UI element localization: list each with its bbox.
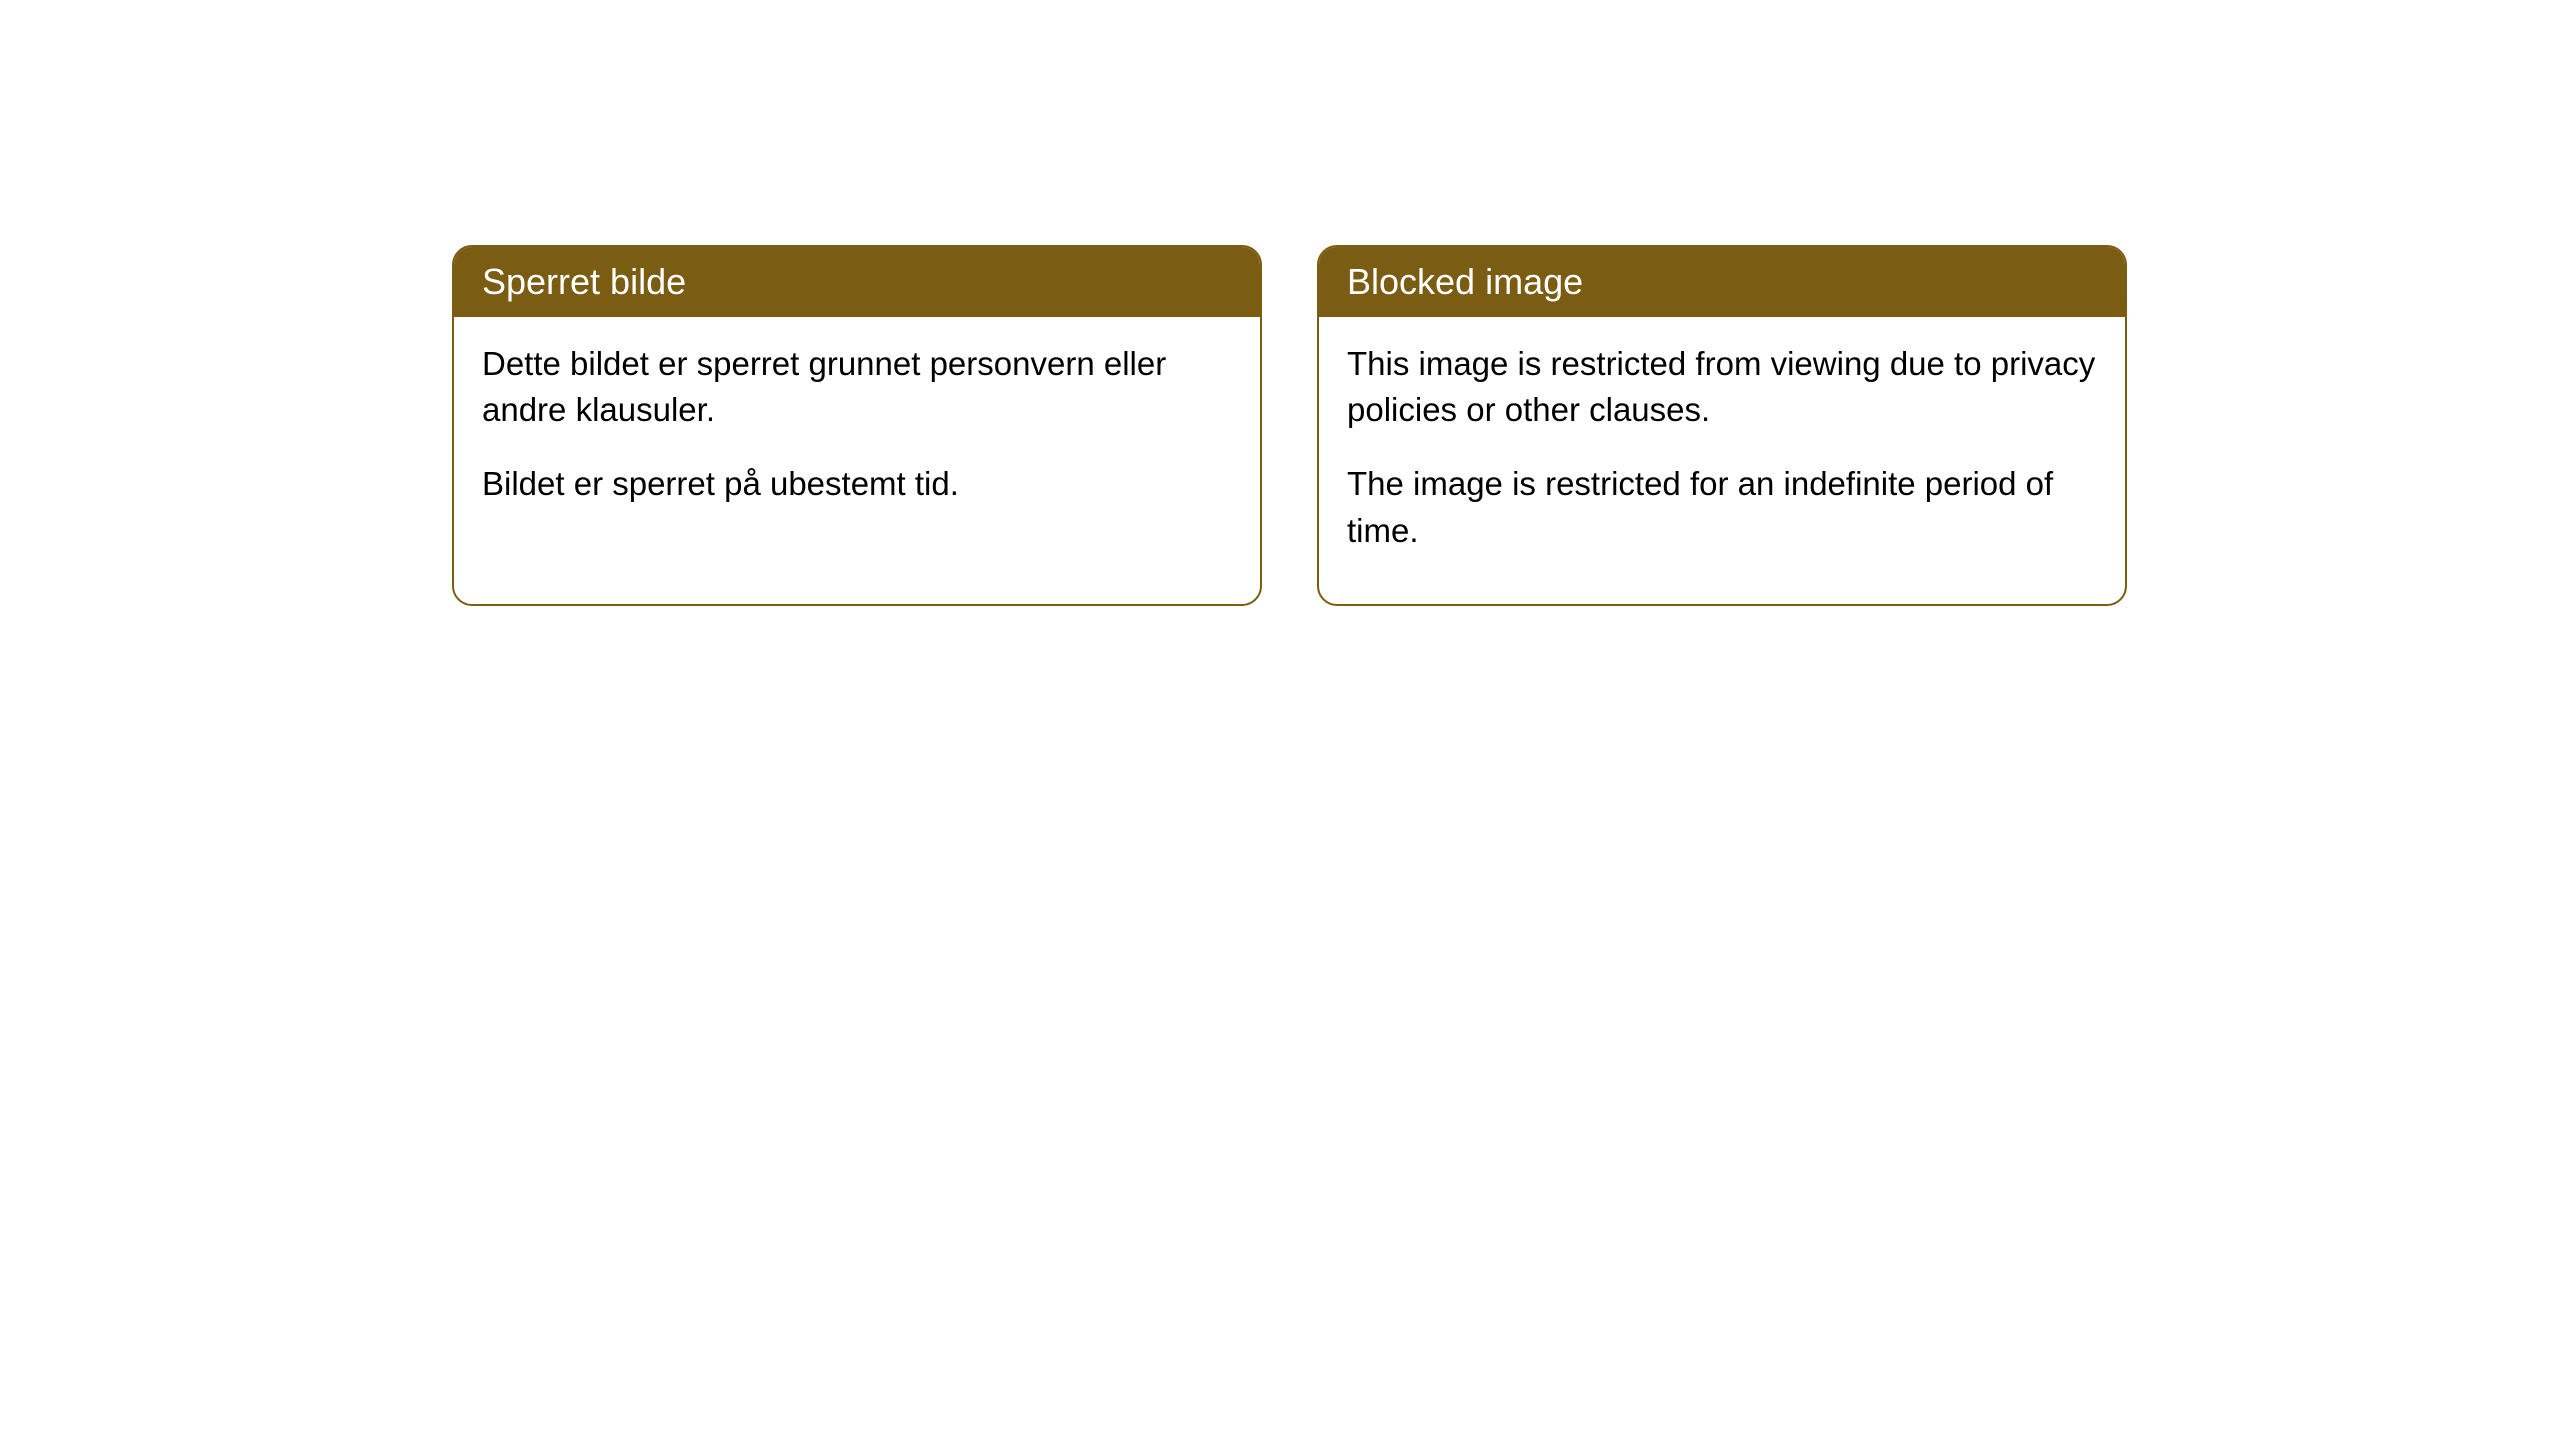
card-body-english: This image is restricted from viewing du… (1319, 317, 2125, 604)
notice-cards-container: Sperret bilde Dette bildet er sperret gr… (452, 245, 2560, 606)
notice-text-1-norwegian: Dette bildet er sperret grunnet personve… (482, 341, 1232, 433)
card-header-english: Blocked image (1319, 247, 2125, 317)
notice-text-2-english: The image is restricted for an indefinit… (1347, 461, 2097, 553)
card-header-norwegian: Sperret bilde (454, 247, 1260, 317)
notice-text-1-english: This image is restricted from viewing du… (1347, 341, 2097, 433)
notice-card-english: Blocked image This image is restricted f… (1317, 245, 2127, 606)
card-body-norwegian: Dette bildet er sperret grunnet personve… (454, 317, 1260, 558)
notice-text-2-norwegian: Bildet er sperret på ubestemt tid. (482, 461, 1232, 507)
notice-card-norwegian: Sperret bilde Dette bildet er sperret gr… (452, 245, 1262, 606)
